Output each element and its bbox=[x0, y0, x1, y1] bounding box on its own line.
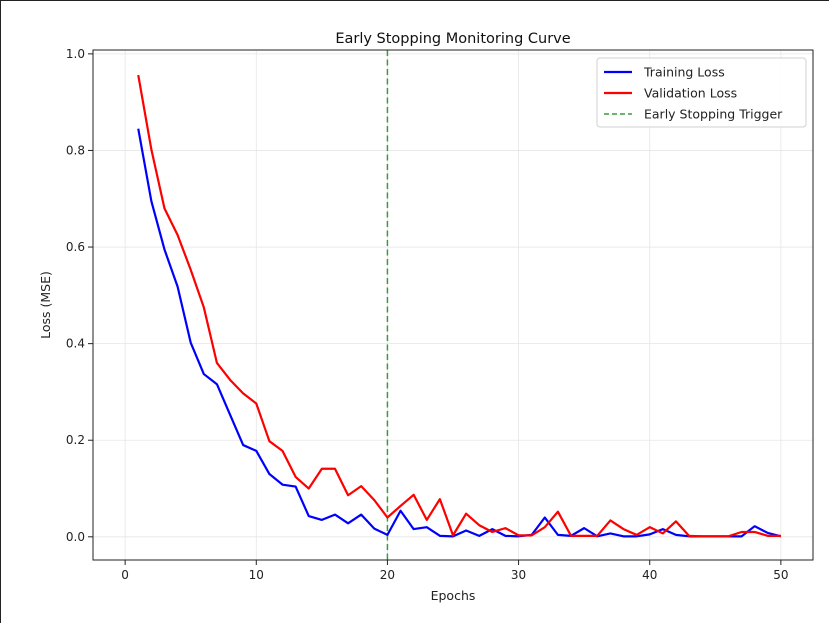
legend: Training Loss Validation Loss Early Stoppi… bbox=[596, 57, 807, 128]
x-tick-label: 20 bbox=[380, 568, 395, 582]
x-tick-label: 50 bbox=[773, 568, 788, 582]
x-axis-title: Epochs bbox=[431, 588, 476, 603]
plot-area-background bbox=[93, 50, 813, 560]
series-lines bbox=[137, 74, 782, 538]
y-axis-ticks: 0.0 0.2 0.4 0.6 0.8 1.0 bbox=[66, 47, 93, 544]
legend-label-training: Training Loss bbox=[643, 65, 725, 80]
training-loss-line bbox=[137, 128, 782, 538]
validation-loss-line bbox=[137, 74, 781, 538]
x-axis-ticks: 0 10 20 30 40 50 bbox=[121, 560, 789, 582]
y-tick-label: 0.4 bbox=[66, 337, 85, 351]
plot-area-frame bbox=[92, 49, 814, 561]
y-tick-label: 0.0 bbox=[66, 530, 85, 544]
y-tick-label: 0.6 bbox=[66, 240, 85, 254]
y-tick-label: 0.2 bbox=[66, 433, 85, 447]
x-tick-label: 40 bbox=[642, 568, 657, 582]
x-tick-label: 0 bbox=[121, 568, 129, 582]
legend-label-trigger: Early Stopping Trigger bbox=[644, 107, 783, 122]
y-axis-title: Loss (MSE) bbox=[38, 271, 53, 339]
chart-title: Early Stopping Monitoring Curve bbox=[335, 31, 570, 47]
y-tick-label: 0.8 bbox=[66, 143, 85, 157]
x-tick-label: 30 bbox=[511, 568, 526, 582]
x-tick-label: 10 bbox=[249, 568, 264, 582]
y-tick-label: 1.0 bbox=[66, 47, 85, 61]
legend-label-validation: Validation Loss bbox=[644, 86, 737, 101]
legend-box bbox=[596, 57, 807, 128]
